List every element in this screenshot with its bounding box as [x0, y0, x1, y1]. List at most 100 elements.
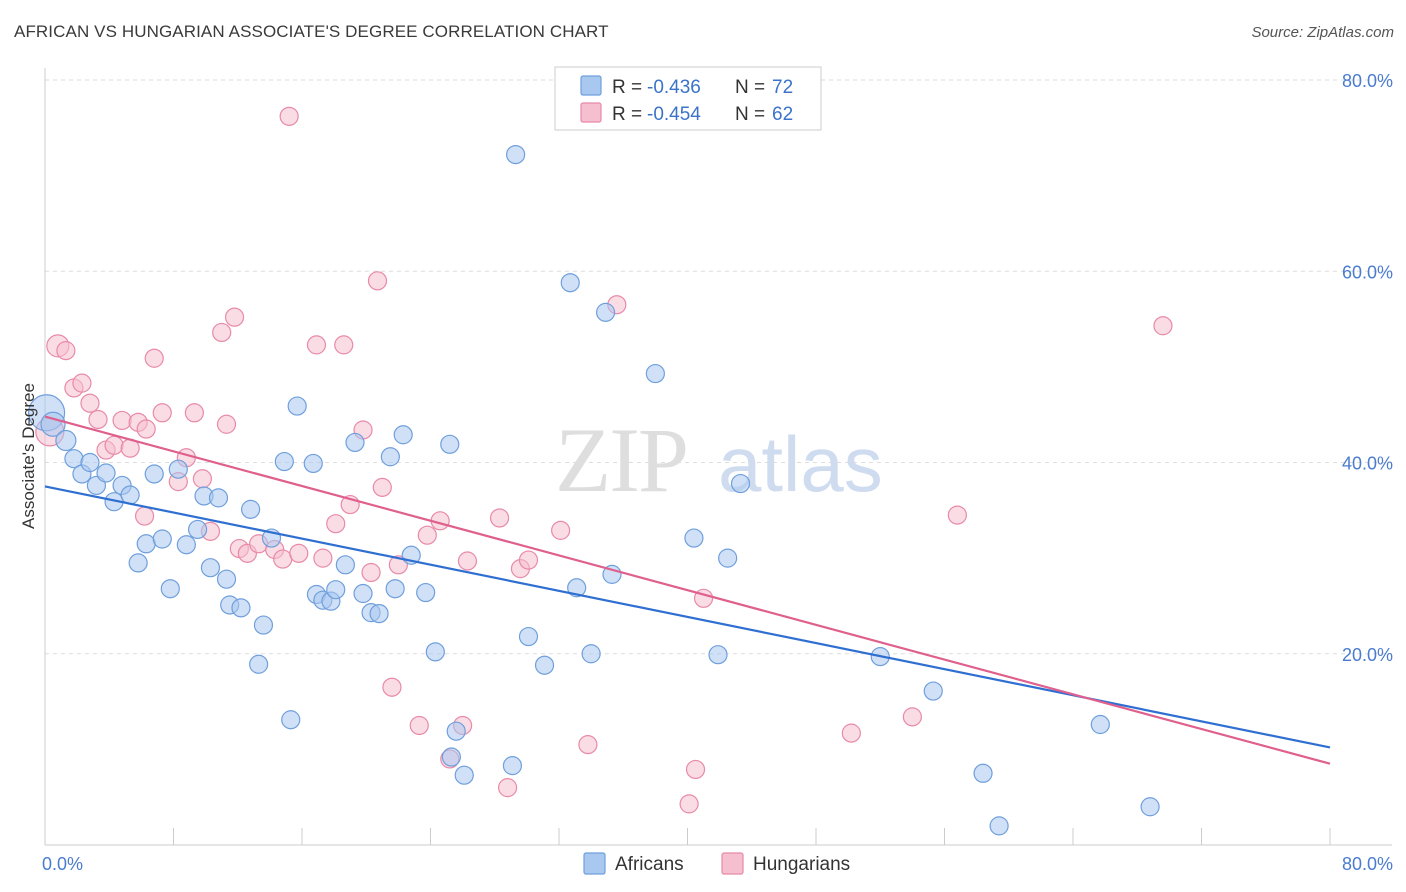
y-tick-label-3: 80.0% [1342, 71, 1393, 91]
point-hungarians [192, 469, 213, 489]
point-africans [684, 528, 704, 548]
legend-swatch-hungarians [580, 102, 602, 123]
point-africans [581, 644, 601, 664]
point-hungarians [136, 419, 156, 439]
point-hungarians [367, 271, 388, 291]
point-hungarians [134, 506, 155, 526]
point-africans [287, 396, 307, 416]
point-africans [200, 558, 221, 578]
point-africans [506, 144, 526, 165]
point-africans [440, 434, 460, 454]
point-africans [989, 816, 1009, 836]
legend-r-label-africans: R = [612, 77, 642, 98]
chart-title: AFRICAN VS HUNGARIAN ASSOCIATE'S DEGREE … [14, 22, 609, 41]
watermark-atlas: atlas [718, 420, 883, 508]
point-hungarians [279, 106, 299, 126]
point-hungarians [112, 410, 132, 431]
point-hungarians [306, 335, 327, 355]
point-africans [241, 499, 261, 519]
point-africans [730, 473, 751, 494]
point-africans [393, 425, 413, 445]
legend-r-label-hungarians: R = [612, 104, 642, 125]
point-africans [353, 583, 373, 604]
point-africans [253, 615, 274, 635]
y-axis-title: Associate's Degree [19, 383, 38, 529]
point-hungarians [334, 335, 354, 355]
point-africans [369, 603, 389, 624]
point-hungarians [72, 373, 92, 393]
point-africans [208, 488, 229, 508]
point-hungarians [409, 715, 429, 736]
point-hungarians [679, 794, 699, 814]
point-africans [446, 721, 466, 741]
point-africans [136, 534, 156, 554]
point-africans [231, 598, 251, 618]
point-africans [249, 654, 269, 674]
trendlines [44, 415, 1331, 765]
point-africans [176, 535, 196, 555]
point-hungarians [224, 307, 245, 327]
y-tick-label-0: 20.0% [1342, 645, 1393, 665]
bottom-legend-swatch-africans [583, 852, 606, 875]
point-hungarians [841, 723, 861, 743]
point-africans [708, 645, 728, 665]
legend-n-value-hungarians: 62 [772, 104, 793, 125]
point-hungarians [326, 514, 346, 534]
point-hungarians [578, 734, 598, 755]
point-hungarians [80, 393, 100, 413]
x-tick-label-1: 80.0% [1342, 854, 1393, 874]
point-hungarians [518, 550, 539, 570]
point-hungarians [902, 707, 922, 727]
point-hungarians [457, 551, 478, 571]
series-africans [28, 144, 1160, 836]
point-africans [385, 579, 405, 599]
point-hungarians [947, 505, 967, 525]
point-africans [567, 578, 587, 598]
grid-lines [45, 79, 1392, 655]
point-hungarians [273, 549, 293, 569]
watermark-zip: ZIP [555, 409, 687, 511]
point-hungarians [289, 543, 309, 563]
point-africans [380, 447, 400, 467]
point-africans [441, 747, 461, 767]
source-label: Source: ZipAtlas.com [1251, 24, 1394, 41]
point-hungarians [152, 403, 172, 423]
point-hungarians [144, 348, 164, 368]
bottom-legend-swatch-hungarians [721, 852, 744, 875]
legend-n-label-africans: N = [735, 77, 765, 98]
point-hungarians [489, 508, 510, 528]
x-tick-label-0: 0.0% [42, 854, 83, 874]
point-hungarians [372, 477, 392, 497]
point-africans [1140, 797, 1160, 817]
point-hungarians [361, 562, 381, 583]
point-africans [454, 765, 474, 785]
point-hungarians [1153, 316, 1173, 336]
point-africans [416, 582, 436, 603]
point-africans [345, 432, 365, 453]
point-africans [128, 553, 148, 573]
point-africans [923, 681, 943, 701]
point-africans [281, 710, 301, 730]
point-hungarians [104, 435, 124, 455]
point-africans [274, 451, 294, 472]
bottom-legend-label-africans: Africans [615, 854, 684, 875]
axes [44, 68, 1392, 846]
point-africans [80, 452, 100, 473]
point-africans [534, 655, 555, 675]
legend-r-value-hungarians: -0.454 [647, 104, 701, 125]
stats-legend: R = -0.436 N = 72 R = -0.454 N = 62 [554, 66, 822, 131]
point-africans [187, 519, 208, 540]
trendline-hungarians [44, 415, 1331, 765]
point-africans [303, 453, 323, 474]
point-africans [595, 302, 616, 322]
point-hungarians [184, 403, 204, 423]
point-africans [718, 548, 738, 568]
bottom-legend-label-hungarians: Hungarians [753, 854, 850, 875]
point-africans [502, 756, 523, 776]
point-hungarians [388, 555, 408, 575]
point-africans [160, 579, 180, 599]
trendline-africans [44, 485, 1331, 749]
point-africans [55, 429, 77, 452]
point-hungarians [56, 341, 76, 361]
